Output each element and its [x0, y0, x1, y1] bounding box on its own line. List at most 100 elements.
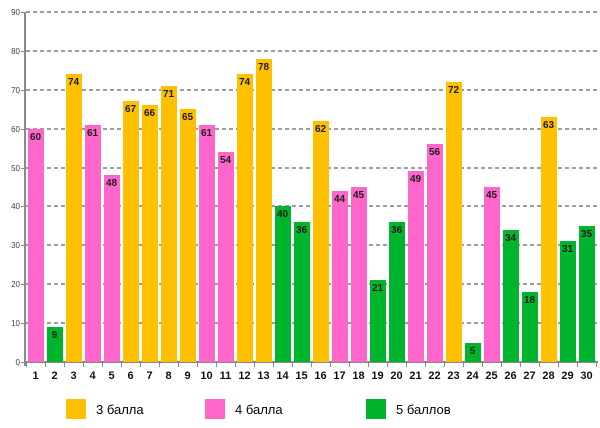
legend-swatch: [205, 399, 225, 419]
x-axis-tick: [178, 363, 179, 367]
legend-item: 5 баллов: [366, 399, 451, 419]
bar-value-label: 36: [295, 225, 308, 236]
bar-value-label: 31: [561, 244, 574, 256]
y-axis-label: 90: [11, 8, 20, 17]
x-axis-tick: [197, 363, 198, 367]
x-axis-label: 23: [447, 370, 460, 382]
y-axis-label: 10: [11, 319, 20, 329]
x-axis-tick: [83, 363, 84, 367]
bar: [350, 187, 367, 362]
x-axis-tick: [311, 363, 312, 367]
x-axis-tick: [121, 363, 122, 367]
bar-value-label: 78: [257, 61, 270, 73]
bar-value-label: 21: [371, 283, 384, 295]
bar: [27, 128, 44, 362]
bar-value-label: 40: [276, 209, 289, 221]
bar-value-label: 63: [542, 120, 555, 131]
bar: [426, 144, 443, 362]
bar: [331, 190, 348, 362]
x-axis-tick: [406, 363, 407, 367]
y-axis-label: 80: [11, 46, 20, 56]
bar-value-label: 18: [523, 295, 536, 306]
bar-value-label: 60: [29, 131, 42, 143]
bar: [179, 109, 196, 362]
bar-value-label: 61: [200, 127, 213, 139]
bar: [198, 124, 215, 362]
y-axis-tick: [21, 167, 26, 169]
x-axis-tick: [539, 363, 540, 367]
x-axis: [24, 361, 598, 363]
bar: [46, 327, 63, 362]
y-axis-tick: [21, 206, 26, 208]
gridline: [26, 88, 600, 91]
x-axis-tick: [26, 363, 27, 367]
bar-value-label: 44: [333, 193, 346, 205]
legend-item: 3 балла: [66, 399, 144, 419]
x-axis-tick: [292, 363, 293, 367]
bar-value-label: 54: [219, 155, 232, 166]
x-axis-tick: [387, 363, 388, 367]
x-axis-tick: [254, 363, 255, 367]
x-axis-tick: [501, 363, 502, 367]
bar-value-label: 34: [504, 232, 517, 244]
bar-value-label: 45: [352, 190, 365, 201]
x-axis-label: 3: [70, 370, 77, 382]
x-axis-label: 13: [257, 370, 270, 382]
bar: [483, 187, 500, 362]
bar-value-label: 61: [86, 127, 99, 139]
gridline: [26, 49, 600, 52]
x-axis-label: 19: [371, 370, 384, 382]
x-axis-label: 14: [276, 370, 289, 382]
bar: [65, 74, 82, 362]
y-axis: [24, 12, 26, 366]
x-axis-label: 15: [295, 370, 308, 382]
y-axis-label: 50: [11, 163, 20, 173]
x-axis-tick: [596, 363, 597, 367]
x-axis-label: 29: [561, 370, 574, 382]
x-axis-label: 16: [314, 370, 327, 382]
y-axis-label: 70: [11, 85, 20, 95]
y-axis-label: 20: [11, 280, 20, 290]
bar: [293, 222, 310, 362]
x-axis-label: 7: [146, 370, 153, 382]
bar-value-label: 9: [51, 330, 58, 341]
x-axis-label: 26: [504, 370, 517, 382]
legend: 3 балла 4 балла 5 баллов: [0, 395, 600, 428]
x-axis-tick: [482, 363, 483, 367]
bar: [122, 101, 139, 362]
x-axis-label: 11: [219, 370, 232, 382]
x-axis-label: 27: [523, 370, 536, 382]
bar-value-label: 74: [67, 77, 80, 89]
bar-value-label: 66: [143, 108, 156, 120]
bar-value-label: 45: [485, 190, 498, 201]
x-axis-label: 30: [580, 370, 593, 382]
x-axis-tick: [102, 363, 103, 367]
legend-swatch: [66, 399, 86, 419]
bar: [217, 152, 234, 362]
bar-value-label: 5: [469, 345, 476, 357]
x-axis-tick: [463, 363, 464, 367]
bar: [236, 74, 253, 362]
x-axis-label: 9: [184, 370, 191, 382]
x-axis-tick: [349, 363, 350, 367]
x-axis-label: 18: [352, 370, 365, 382]
bar-value-label: 65: [181, 112, 194, 124]
bar: [540, 117, 557, 362]
legend-swatch: [366, 399, 386, 419]
x-axis-label: 8: [165, 370, 172, 382]
y-axis-tick: [21, 245, 26, 247]
y-axis-tick: [21, 128, 26, 130]
x-axis-label: 6: [127, 370, 134, 382]
x-axis-tick: [577, 363, 578, 367]
x-axis-tick: [64, 363, 65, 367]
bar-value-label: 36: [390, 225, 403, 236]
x-axis-label: 24: [466, 370, 479, 382]
bar: [578, 225, 595, 362]
x-axis-label: 4: [89, 370, 96, 382]
x-axis-tick: [425, 363, 426, 367]
x-axis-label: 5: [108, 370, 115, 382]
x-axis-label: 17: [333, 370, 346, 382]
bar: [369, 280, 386, 362]
bar-value-label: 35: [580, 228, 593, 240]
